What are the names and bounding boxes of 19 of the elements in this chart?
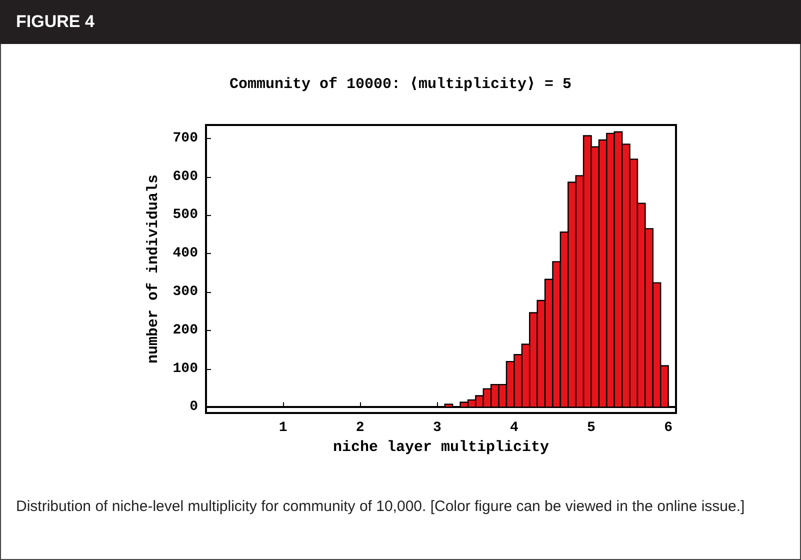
y-tick-label: 300 [172, 284, 198, 300]
x-tick-label: 4 [510, 420, 518, 436]
y-tick-label: 500 [172, 207, 198, 224]
x-tick-label: 1 [278, 420, 288, 436]
y-tick-label: 100 [172, 360, 198, 377]
y-tick-label: 200 [172, 322, 198, 338]
x-axis-title: niche layer multiplicity [332, 438, 550, 456]
y-tick-label: 700 [172, 130, 198, 146]
text: FIGURE 4 [16, 12, 94, 31]
x-tick-label: 2 [356, 420, 364, 436]
y-tick-label: 0 [190, 399, 198, 416]
x-tick-label: 3 [432, 420, 442, 436]
y-tick-label: 600 [172, 168, 198, 185]
x-tick-label: 6 [664, 420, 672, 436]
chart-subtitle: Community of 10000: ⟨multiplicity⟩ = 5 [229, 76, 572, 93]
text: Distribution of niche-level multiplicity for community of 10,000. [Color figure can be viewed in the online issue.] [16, 497, 746, 517]
y-axis-title: number of individuals [145, 174, 162, 364]
x-tick-label: 5 [587, 420, 596, 436]
y-tick-label: 400 [172, 246, 198, 262]
